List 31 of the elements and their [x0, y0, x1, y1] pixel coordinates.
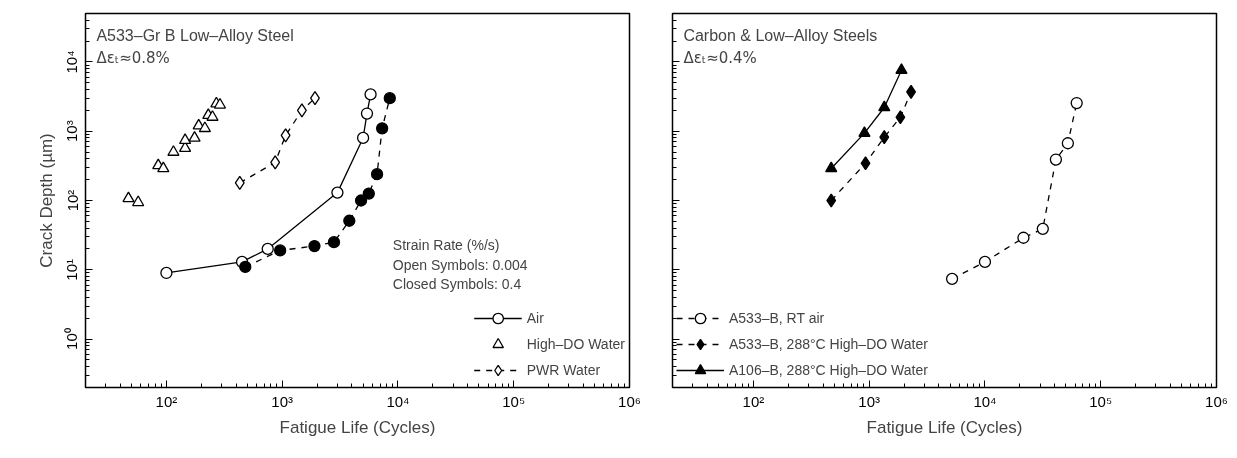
x-axis-title: Fatigue Life (Cycles) — [279, 417, 436, 437]
x-tick-label: 10³ — [858, 392, 881, 410]
legend-label: Air — [526, 310, 545, 326]
text: Δεₜ≈0.4% — [683, 49, 757, 68]
legend-label: High–DO Water — [526, 336, 625, 352]
x-tick-label: 10⁴ — [973, 392, 997, 410]
annotation: Closed Symbols: 0.4 — [392, 276, 522, 293]
legend-label: A533–B, RT air — [729, 310, 825, 326]
annotation: Open Symbols: 0.004 — [392, 256, 528, 273]
x-tick-label: 10² — [742, 392, 765, 410]
x-axis-title: Fatigue Life (Cycles) — [866, 417, 1023, 437]
text: A533–Gr B Low–Alloy Steel — [96, 27, 294, 45]
x-tick-label: 10⁵ — [502, 392, 526, 410]
legend-label: A533–B, 288°C High–DO Water — [729, 336, 928, 352]
y-tick-label: 10² — [63, 189, 81, 212]
x-tick-label: 10⁴ — [386, 392, 410, 410]
text: Carbon & Low–Alloy Steels — [683, 27, 878, 45]
x-tick-label: 10⁶ — [1205, 392, 1228, 410]
text: Δεₜ≈0.8% — [96, 49, 170, 68]
y-tick-label: 10⁰ — [63, 328, 81, 350]
x-tick-label: 10³ — [271, 392, 294, 410]
legend-label: PWR Water — [526, 362, 601, 378]
x-tick-label: 10² — [155, 392, 178, 410]
y-tick-label: 10³ — [63, 120, 81, 143]
legend-label: A106–B, 288°C High–DO Water — [729, 362, 928, 378]
y-axis-title: Crack Depth (µm) — [36, 133, 56, 268]
y-tick-label: 10⁴ — [63, 50, 81, 74]
y-tick-label: 10¹ — [63, 258, 81, 281]
x-tick-label: 10⁶ — [618, 392, 641, 410]
annotation: Strain Rate (%/s) — [392, 237, 500, 254]
x-tick-label: 10⁵ — [1089, 392, 1113, 410]
